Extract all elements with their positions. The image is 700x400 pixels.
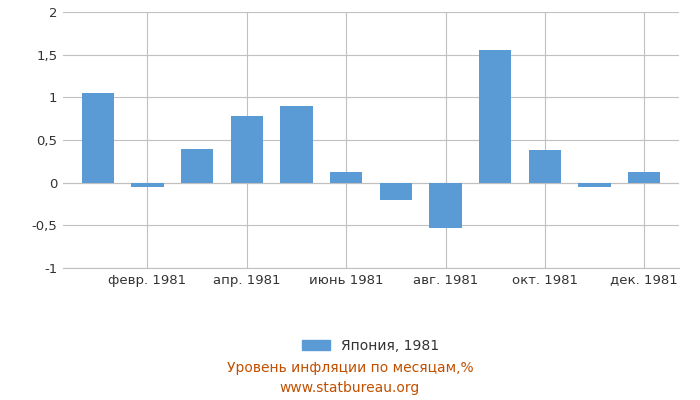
Text: www.statbureau.org: www.statbureau.org [280, 381, 420, 395]
Legend: Япония, 1981: Япония, 1981 [297, 333, 445, 358]
Bar [231, 116, 263, 183]
Bar [379, 183, 412, 200]
Bar [479, 50, 511, 183]
Bar [330, 172, 363, 183]
Bar [429, 183, 462, 228]
Bar [132, 183, 164, 187]
Bar [82, 93, 114, 183]
Bar [280, 106, 313, 183]
Bar [578, 183, 610, 187]
Bar [528, 150, 561, 183]
Bar [628, 172, 660, 183]
Bar [181, 148, 214, 183]
Text: Уровень инфляции по месяцам,%: Уровень инфляции по месяцам,% [227, 361, 473, 375]
